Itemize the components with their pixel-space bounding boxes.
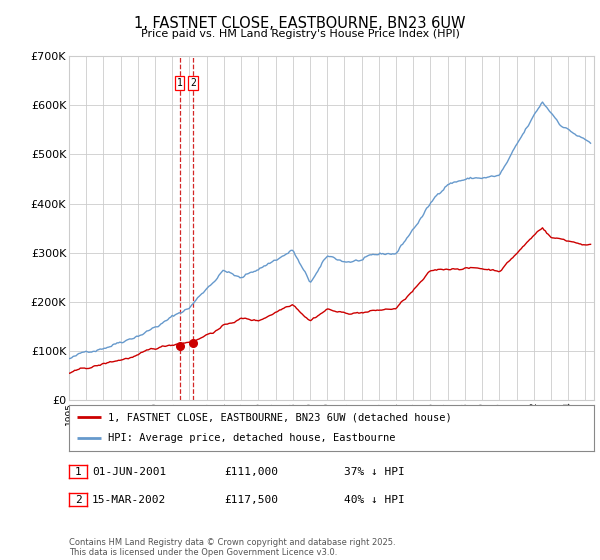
Text: £111,000: £111,000 [224,466,278,477]
Text: 15-MAR-2002: 15-MAR-2002 [92,494,166,505]
Text: 2: 2 [74,494,82,505]
Text: 1: 1 [74,466,82,477]
Text: 2: 2 [190,78,196,88]
Text: 01-JUN-2001: 01-JUN-2001 [92,466,166,477]
Text: 37% ↓ HPI: 37% ↓ HPI [344,466,404,477]
Text: 1: 1 [176,78,182,88]
Text: Price paid vs. HM Land Registry's House Price Index (HPI): Price paid vs. HM Land Registry's House … [140,29,460,39]
Text: 1, FASTNET CLOSE, EASTBOURNE, BN23 6UW (detached house): 1, FASTNET CLOSE, EASTBOURNE, BN23 6UW (… [109,412,452,422]
Text: Contains HM Land Registry data © Crown copyright and database right 2025.
This d: Contains HM Land Registry data © Crown c… [69,538,395,557]
Text: 40% ↓ HPI: 40% ↓ HPI [344,494,404,505]
Text: 1, FASTNET CLOSE, EASTBOURNE, BN23 6UW: 1, FASTNET CLOSE, EASTBOURNE, BN23 6UW [134,16,466,31]
Text: HPI: Average price, detached house, Eastbourne: HPI: Average price, detached house, East… [109,433,396,444]
Text: £117,500: £117,500 [224,494,278,505]
